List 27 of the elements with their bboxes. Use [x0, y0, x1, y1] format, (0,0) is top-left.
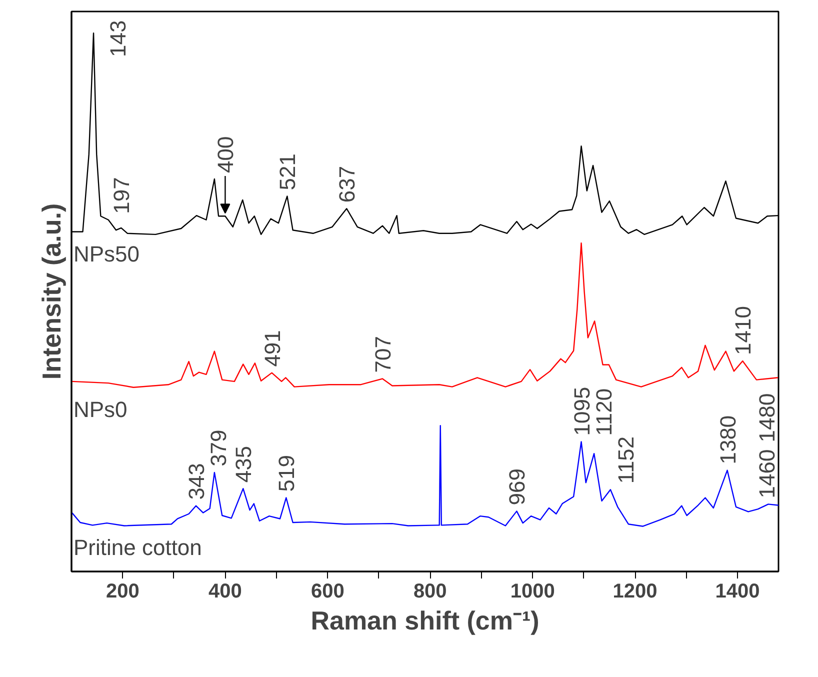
annotation: 707 — [370, 336, 396, 373]
x-tick-label: 1200 — [612, 580, 658, 602]
series-label: NPs0 — [74, 397, 128, 422]
annotation: 491 — [260, 330, 285, 367]
x-tick-label: 200 — [106, 580, 140, 602]
x-axis-title: Raman shift (cm⁻¹) — [310, 606, 540, 636]
annotation: 1460 — [754, 449, 780, 498]
annotation: 197 — [109, 177, 134, 214]
annotation: 521 — [275, 153, 300, 190]
annotation: 1410 — [730, 306, 756, 355]
y-axis-title: Intensity (a.u.) — [36, 203, 66, 380]
series-label: NPs50 — [74, 241, 140, 266]
x-tick-label: 1000 — [510, 580, 555, 602]
x-tick-label: 600 — [310, 580, 344, 602]
series-label: Pritine cotton — [74, 534, 202, 560]
annotation: 1480 — [754, 393, 780, 442]
annotation: 637 — [334, 166, 360, 203]
x-tick-label: 1400 — [715, 580, 760, 602]
annotation: 519 — [274, 455, 300, 492]
annotation: 1380 — [715, 415, 740, 464]
annotation: 435 — [231, 446, 256, 483]
annotation: 1152 — [613, 436, 638, 484]
annotation: 400 — [213, 136, 238, 173]
x-tick-label: 400 — [208, 580, 242, 602]
annotation: 143 — [106, 20, 131, 57]
x-tick-label: 800 — [413, 580, 447, 602]
annotation: 969 — [504, 468, 530, 506]
